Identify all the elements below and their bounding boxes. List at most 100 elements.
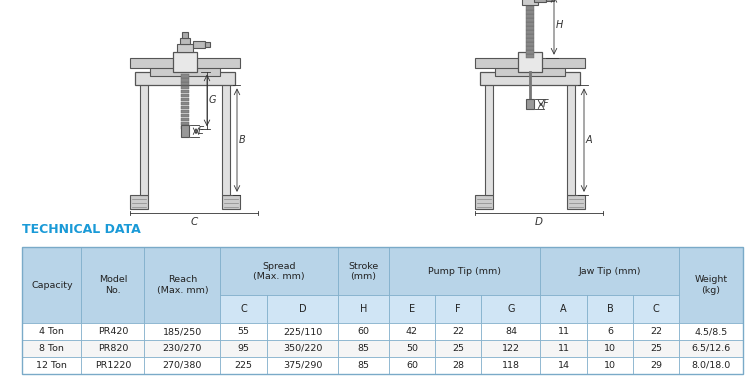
Bar (482, 340, 541, 357)
Bar (181, 86, 189, 89)
Bar (526, 22, 534, 26)
Bar (586, 340, 633, 357)
Bar (526, 38, 534, 42)
Text: F: F (543, 100, 548, 109)
Bar (338, 357, 388, 374)
Bar (435, 323, 482, 340)
Text: 25: 25 (452, 344, 464, 353)
Bar (522, 0, 538, 5)
Text: 50: 50 (406, 344, 418, 353)
Bar (220, 323, 267, 340)
Bar (220, 247, 338, 295)
Bar (526, 11, 534, 14)
Bar (180, 38, 190, 44)
Bar (435, 295, 482, 323)
Text: 225: 225 (235, 361, 253, 370)
Text: G: G (507, 304, 515, 314)
Bar (145, 323, 220, 340)
Text: PR1220: PR1220 (94, 361, 131, 370)
Bar (22, 323, 81, 340)
Bar (526, 34, 534, 38)
Bar (482, 357, 541, 374)
Bar (267, 340, 338, 357)
Text: 4.5/8.5: 4.5/8.5 (694, 327, 728, 336)
Text: 375/290: 375/290 (283, 361, 322, 370)
Text: F: F (455, 304, 461, 314)
Text: C: C (240, 304, 247, 314)
Bar (150, 64, 220, 75)
Bar (181, 125, 189, 137)
Bar (181, 82, 189, 86)
Text: PR420: PR420 (98, 327, 128, 336)
Bar (526, 26, 534, 30)
Bar (482, 323, 541, 340)
Bar (205, 42, 210, 47)
Bar (81, 247, 145, 323)
Bar (388, 295, 435, 323)
Text: 270/380: 270/380 (163, 361, 202, 370)
Text: 11: 11 (557, 327, 569, 336)
Bar (267, 295, 338, 323)
Bar (222, 81, 230, 195)
Bar (130, 58, 240, 67)
Text: Jaw Tip (mm): Jaw Tip (mm) (579, 267, 641, 276)
Bar (130, 195, 148, 209)
Text: Spread
(Max. mm): Spread (Max. mm) (254, 262, 305, 281)
Text: C: C (190, 217, 198, 227)
Bar (181, 118, 189, 121)
Bar (482, 295, 541, 323)
Text: G: G (209, 95, 217, 106)
Bar (388, 340, 435, 357)
Text: Capacity: Capacity (31, 280, 73, 290)
Text: PR820: PR820 (98, 344, 128, 353)
Bar (526, 6, 534, 10)
Text: Reach
(Max. mm): Reach (Max. mm) (157, 276, 209, 295)
Bar (388, 247, 541, 295)
Text: A: A (560, 304, 567, 314)
Bar (680, 247, 742, 323)
Bar (22, 247, 81, 323)
Text: Model
No.: Model No. (99, 276, 127, 295)
Text: 6.5/12.6: 6.5/12.6 (692, 344, 730, 353)
Bar (177, 44, 193, 52)
Bar (526, 30, 534, 34)
Bar (526, 18, 534, 22)
Text: 12 Ton: 12 Ton (37, 361, 68, 370)
Bar (338, 247, 388, 295)
Bar (680, 357, 742, 374)
Bar (518, 52, 542, 72)
Bar (388, 323, 435, 340)
Text: B: B (607, 304, 613, 314)
Text: 350/220: 350/220 (283, 344, 322, 353)
Text: 29: 29 (650, 361, 662, 370)
Bar (495, 64, 565, 75)
Text: 22: 22 (650, 327, 662, 336)
Text: B: B (239, 135, 246, 145)
Bar (181, 78, 189, 81)
Bar (220, 295, 267, 323)
Text: 8 Ton: 8 Ton (40, 344, 64, 353)
Bar (541, 357, 586, 374)
Text: 185/250: 185/250 (163, 327, 202, 336)
Text: H: H (360, 304, 368, 314)
Bar (435, 357, 482, 374)
Text: 60: 60 (358, 327, 370, 336)
Text: 10: 10 (604, 361, 616, 370)
Bar (181, 114, 189, 117)
Text: D: D (535, 217, 543, 227)
Text: H: H (556, 20, 563, 30)
Bar (526, 54, 534, 58)
Text: TECHNICAL DATA: TECHNICAL DATA (22, 224, 141, 236)
Text: C: C (652, 304, 659, 314)
Bar (338, 340, 388, 357)
Bar (220, 340, 267, 357)
Bar (338, 295, 388, 323)
Bar (541, 295, 586, 323)
Bar (526, 42, 534, 46)
Text: 60: 60 (406, 361, 418, 370)
Bar (680, 323, 742, 340)
Bar (567, 81, 575, 195)
Bar (586, 295, 633, 323)
Bar (145, 247, 220, 323)
Text: 118: 118 (502, 361, 520, 370)
